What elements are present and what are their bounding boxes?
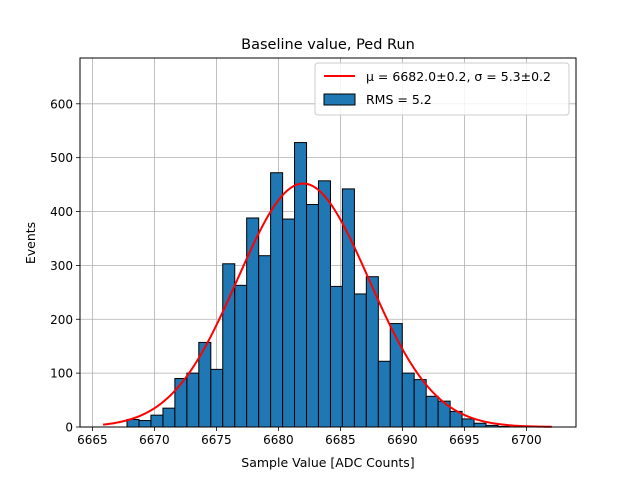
x-axis: 6665 6670 6675 6680 6685 6690 6695 6700: [77, 427, 542, 447]
gaussian-fit: [102, 182, 552, 428]
x-tick-label: 6695: [449, 433, 480, 447]
histogram-bar: [401, 372, 415, 428]
histogram-bar: [174, 378, 188, 428]
histogram-bar: [461, 418, 475, 428]
fit-curve: [102, 182, 552, 428]
histogram-bar: [234, 284, 248, 428]
y-tick-label: 200: [50, 313, 73, 327]
histogram-bar: [413, 379, 427, 428]
histogram-bar: [210, 368, 224, 428]
y-tick-label: 300: [50, 259, 73, 273]
chart-title: Baseline value, Ped Run: [241, 37, 415, 53]
y-tick-label: 400: [50, 205, 73, 219]
histogram-bar: [317, 180, 331, 428]
x-tick-label: 6675: [201, 433, 232, 447]
histogram-bar: [282, 218, 296, 428]
histogram-bar: [162, 407, 176, 428]
x-tick-label: 6680: [263, 433, 294, 447]
histogram-bar: [365, 276, 379, 428]
legend-hist-swatch: [323, 93, 356, 106]
x-tick-label: 6685: [325, 433, 356, 447]
legend-hist-label: RMS = 5.2: [366, 92, 432, 107]
histogram-bar: [246, 217, 260, 428]
y-tick-label: 500: [50, 151, 73, 165]
plot-frame: [79, 57, 577, 428]
y-axis: 0 100 200 300 400 500 600: [50, 97, 80, 435]
legend-box: [314, 62, 570, 116]
histogram-bar: [473, 422, 487, 428]
histogram-bar: [270, 172, 284, 428]
y-axis-label: Events: [23, 222, 38, 264]
y-tick-label: 0: [65, 421, 73, 435]
legend: μ = 6682.0±0.2, σ = 5.3±0.2 RMS = 5.2: [314, 62, 570, 116]
histogram-bar: [186, 372, 200, 428]
x-axis-label: Sample Value [ADC Counts]: [241, 455, 414, 470]
histogram-bar: [425, 395, 439, 428]
x-tick-label: 6700: [511, 433, 542, 447]
x-tick-label: 6665: [77, 433, 108, 447]
histogram-bar: [150, 414, 164, 428]
histogram-bar: [138, 420, 152, 428]
histogram-bar: [258, 255, 272, 428]
x-tick-label: 6690: [387, 433, 418, 447]
y-tick-label: 100: [50, 367, 73, 381]
legend-fit-label: μ = 6682.0±0.2, σ = 5.3±0.2: [366, 69, 551, 84]
histogram-bar: [306, 204, 319, 428]
histogram-bar: [377, 360, 391, 428]
histogram-bar: [353, 293, 367, 428]
x-tick-label: 6670: [139, 433, 170, 447]
y-tick-label: 600: [50, 97, 73, 111]
histogram-bar: [329, 285, 343, 428]
